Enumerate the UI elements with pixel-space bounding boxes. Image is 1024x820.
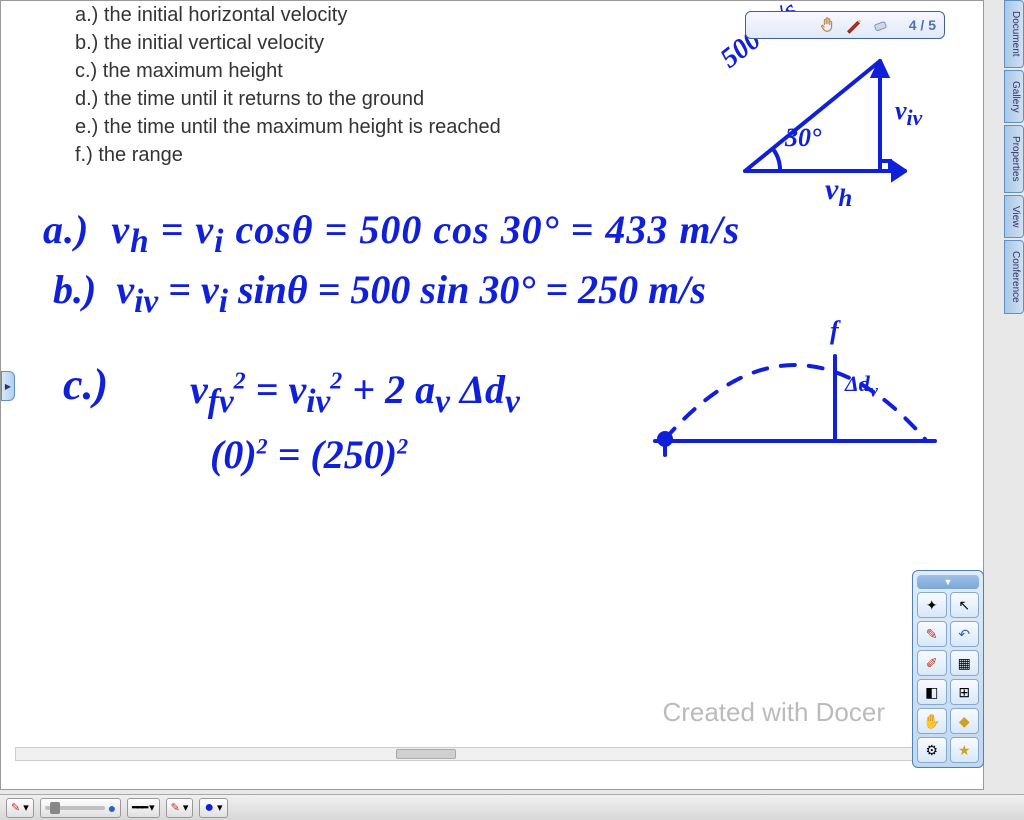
question-line: c.) the maximum height — [75, 57, 501, 85]
trajectory-label-f: f — [830, 316, 839, 346]
side-tab-view[interactable]: View — [1004, 195, 1024, 239]
question-block: a.) the initial horizontal velocity b.) … — [75, 1, 501, 169]
dropdown-icon: ▾ — [149, 801, 155, 814]
pen-icon: ✎ — [171, 801, 180, 814]
page-toolbar: 4 / 5 — [745, 11, 945, 39]
bottom-pen-button[interactable]: ✎ ▾ — [6, 798, 34, 818]
pen-tool-icon[interactable] — [845, 16, 863, 34]
question-line: e.) the time until the maximum height is… — [75, 113, 501, 141]
trajectory-diagram — [635, 311, 955, 461]
page-number: 4 / 5 — [897, 17, 936, 33]
pen-icon: ✎ — [11, 801, 20, 814]
diagram-label-viv: viv — [895, 96, 922, 131]
color-swatch-icon: ● — [204, 799, 214, 817]
diagram-label-vh: vh — [825, 173, 852, 213]
palette-undo[interactable]: ↶ — [950, 621, 980, 647]
palette-settings[interactable]: ⚙ — [917, 737, 947, 763]
palette-pointer[interactable]: ↖ — [950, 592, 980, 618]
whiteboard-canvas[interactable]: a.) the initial horizontal velocity b.) … — [15, 1, 975, 776]
side-tab-strip: Document Gallery Properties View Confere… — [1004, 0, 1024, 500]
side-tab-properties[interactable]: Properties — [1004, 125, 1024, 193]
question-line: a.) the initial horizontal velocity — [75, 1, 501, 29]
palette-shape[interactable]: ◆ — [950, 708, 980, 734]
dropdown-icon: ▾ — [183, 801, 189, 814]
palette-highlight[interactable]: ★ — [950, 737, 980, 763]
bottom-pen2-button[interactable]: ✎ ▾ — [166, 798, 194, 818]
bottom-color-button[interactable]: ● ▾ — [199, 798, 227, 818]
circle-preview-icon: ● — [108, 800, 116, 816]
side-tab-document[interactable]: Document — [1004, 0, 1024, 68]
dropdown-icon: ▾ — [217, 801, 223, 814]
scrollbar-thumb[interactable] — [396, 749, 456, 759]
bottom-line-style[interactable]: ━━━ ▾ — [127, 798, 159, 818]
work-line-c-label: c.) — [63, 359, 108, 410]
question-line: b.) the initial vertical velocity — [75, 29, 501, 57]
horizontal-scrollbar[interactable] — [15, 747, 975, 761]
palette-hand[interactable]: ✋ — [917, 708, 947, 734]
trajectory-label-ddv: Δdv — [845, 371, 878, 401]
expand-left-tab[interactable]: ▶ — [1, 371, 15, 401]
palette-insert[interactable]: ⊞ — [950, 679, 980, 705]
work-line-a: a.) vh = vi cosθ = 500 cos 30° = 433 m/s — [43, 206, 740, 261]
palette-grid[interactable]: ▦ — [950, 650, 980, 676]
palette-cursor-drag[interactable]: ✦ — [917, 592, 947, 618]
side-tab-conference[interactable]: Conference — [1004, 240, 1024, 314]
work-line-b: b.) viv = vi sinθ = 500 sin 30° = 250 m/… — [53, 266, 706, 321]
slider-track[interactable] — [45, 806, 105, 810]
bottom-width-slider[interactable]: ● — [40, 798, 121, 818]
side-tab-gallery[interactable]: Gallery — [1004, 70, 1024, 124]
floating-tool-palette[interactable]: ▼ ✦ ↖ ✎ ↶ ✐ ▦ ◧ ⊞ ✋ ◆ ⚙ ★ — [912, 570, 984, 768]
watermark-text: Created with Docer — [662, 697, 885, 728]
eraser-tool-icon[interactable] — [871, 16, 889, 34]
slider-thumb[interactable] — [50, 802, 60, 814]
work-line-c-eq2: (0)2 = (250)2 — [210, 431, 408, 478]
palette-marker[interactable]: ✐ — [917, 650, 947, 676]
line-icon: ━━━ — [132, 801, 146, 814]
palette-pen-red[interactable]: ✎ — [917, 621, 947, 647]
question-line: f.) the range — [75, 141, 501, 169]
palette-eraser[interactable]: ◧ — [917, 679, 947, 705]
hand-tool-icon[interactable] — [819, 16, 837, 34]
question-line: d.) the time until it returns to the gro… — [75, 85, 501, 113]
work-line-c-eq1: vfv2 = viv2 + 2 av Δdv — [190, 366, 520, 421]
diagram-label-angle: 30° — [785, 123, 821, 153]
palette-handle[interactable]: ▼ — [917, 575, 979, 589]
main-workspace: a.) the initial horizontal velocity b.) … — [0, 0, 984, 790]
dropdown-icon: ▾ — [23, 801, 29, 814]
bottom-toolbar: ✎ ▾ ● ━━━ ▾ ✎ ▾ ● ▾ — [0, 794, 1024, 820]
